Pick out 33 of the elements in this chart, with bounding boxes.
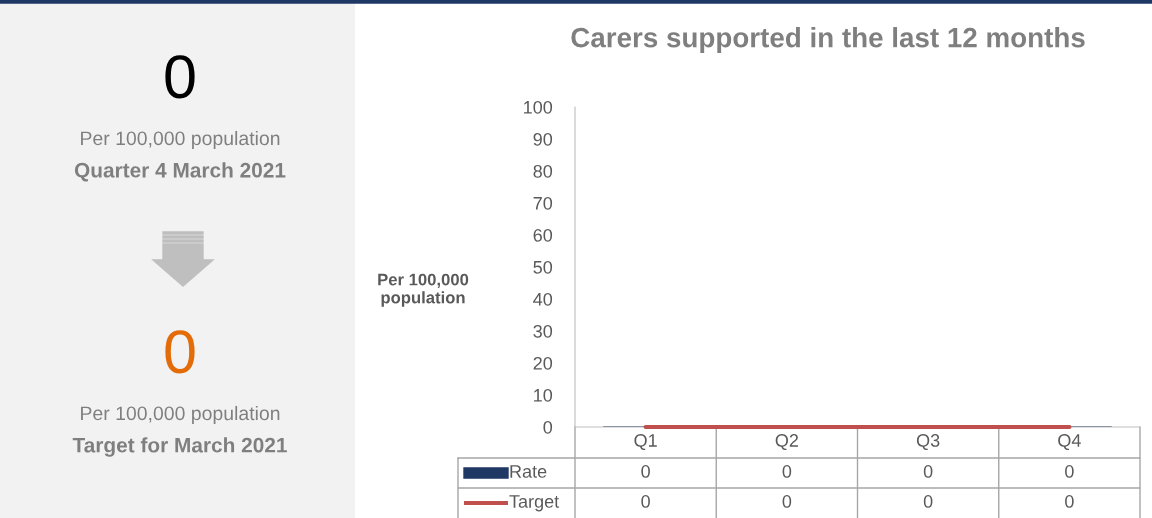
y-tick-label: 100	[524, 100, 553, 114]
text: 0	[165, 330, 195, 374]
y-tick-label: 50	[533, 260, 553, 274]
data-label: 0	[641, 495, 650, 508]
y-tick-label: 30	[533, 324, 553, 338]
y-tick-label: 0	[543, 420, 553, 434]
text: Target for March 2021	[72, 437, 287, 457]
text: Quarter 4 March 2021	[74, 162, 286, 182]
data-label: 0	[1065, 495, 1074, 508]
y-tick-label: 20	[533, 356, 553, 370]
y-tick-label: 60	[533, 228, 553, 242]
y-tick-label: 70	[533, 196, 553, 210]
data-label: 0	[782, 495, 792, 508]
y-tick-label: 90	[533, 132, 553, 146]
y-tick-label: 40	[533, 292, 553, 306]
x-tick-label: Q4	[1058, 434, 1081, 451]
text: 0	[165, 55, 195, 99]
y-axis-title: Per 100,000 population	[378, 273, 469, 307]
data-label: 0	[782, 465, 792, 478]
y-tick-label: 10	[534, 388, 553, 402]
y-tick-label: 80	[533, 164, 553, 178]
data-label: 0	[923, 465, 933, 478]
text: Per 100,000 population	[81, 130, 280, 150]
data-label: 0	[1065, 465, 1074, 478]
x-tick-label: Q2	[775, 434, 799, 451]
chart-title: Carers supported in the last 12 months	[571, 27, 1085, 53]
legend-label: Target	[509, 495, 560, 512]
data-label: 0	[641, 465, 650, 478]
x-tick-label: Q3	[916, 434, 940, 451]
text: Per 100,000 population	[81, 405, 280, 425]
x-tick-label: Q1	[634, 434, 657, 451]
legend-label: Rate	[510, 465, 547, 478]
data-label: 0	[923, 495, 933, 508]
